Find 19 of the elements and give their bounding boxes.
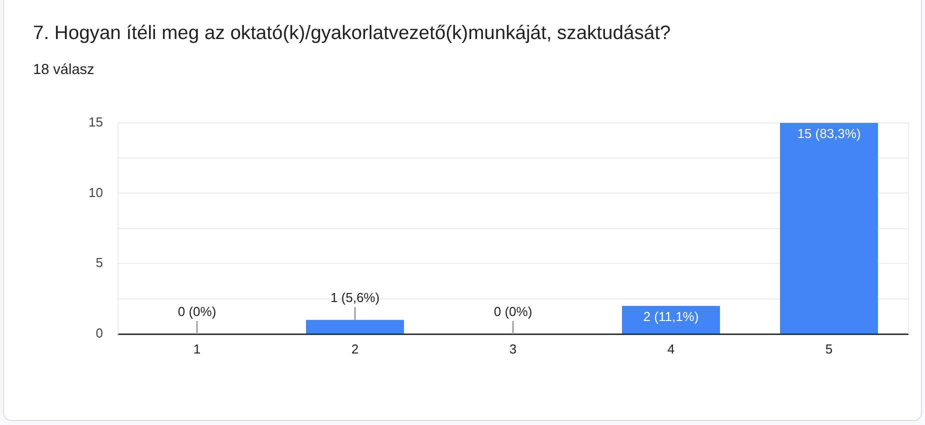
x-tick-label: 3	[509, 341, 517, 356]
y-tick-label: 15	[88, 114, 103, 130]
data-label: 1 (5,6%)	[330, 290, 380, 305]
y-tick-label: 5	[96, 255, 103, 270]
data-label: 0 (0%)	[494, 304, 532, 320]
data-label: 2 (11,1%)	[643, 308, 699, 324]
bar	[622, 306, 720, 334]
y-tick-label: 0	[96, 326, 103, 341]
chart-title: 7. Hogyan ítéli meg az oktató(k)/gyakorlatvezető(k)munkáját, szaktudását?	[33, 22, 671, 46]
data-label: 15 (83,3%)	[797, 126, 861, 141]
x-tick-label: 4	[667, 341, 675, 356]
x-tick-label: 5	[825, 341, 833, 356]
bar	[780, 122, 878, 334]
x-tick-label: 2	[351, 341, 359, 356]
bar	[306, 320, 404, 334]
data-label: 0 (0%)	[178, 304, 216, 320]
y-tick-label: 10	[88, 184, 103, 200]
x-tick-label: 1	[193, 341, 201, 356]
chart-subtitle: 18 válasz	[33, 61, 94, 79]
